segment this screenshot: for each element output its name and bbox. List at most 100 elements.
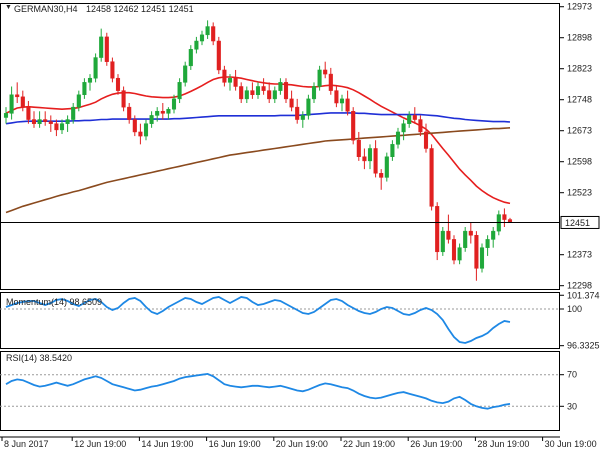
candle-body [502, 214, 507, 220]
last-price-box [560, 215, 600, 229]
candle-body [76, 94, 81, 108]
candle-body [295, 106, 300, 120]
indicator-tick-label: 70 [567, 370, 577, 380]
candle-body [59, 123, 65, 131]
momentum-line [5, 296, 511, 344]
candle-body [93, 57, 98, 79]
candle-body [132, 119, 137, 133]
candle-body [429, 148, 434, 207]
candle-body [362, 156, 367, 162]
price-tick-label: 12298 [567, 281, 592, 291]
price-tick-label: 12898 [567, 33, 592, 43]
candle-body [407, 115, 412, 124]
candle-body [300, 115, 305, 120]
rsi-line [5, 372, 511, 410]
candle-body [160, 111, 165, 114]
collapse-arrow-icon[interactable]: ▼ [5, 4, 12, 11]
candle-body [345, 98, 350, 112]
candle-body [227, 77, 233, 83]
indicator-tick-label: 101.374 [567, 290, 600, 300]
candle-body [446, 230, 451, 240]
candle-body [311, 86, 317, 100]
candle-body [37, 119, 42, 124]
price-tick-label: 12973 [567, 2, 592, 12]
candle-body [272, 90, 277, 100]
candle-body [491, 230, 496, 240]
candle-body [99, 36, 104, 58]
candle-body [418, 119, 423, 133]
candle-body [463, 230, 468, 248]
candle-body [317, 69, 322, 87]
candle-body [110, 61, 115, 79]
candle-body [283, 82, 289, 100]
price-tick-label: 12598 [567, 157, 592, 167]
time-tick-label: 20 Jun 19:00 [276, 439, 328, 449]
time-tick-label: 30 Jun 19:00 [545, 439, 597, 449]
candle-body [474, 235, 479, 269]
time-tick-label: 26 Jun 19:00 [410, 439, 462, 449]
candle-body [395, 131, 401, 145]
time-tick-label: 22 Jun 19:00 [343, 439, 395, 449]
candle-body [373, 148, 378, 174]
candle-body [15, 94, 20, 98]
candle-body [104, 36, 109, 62]
candle-body [166, 108, 171, 114]
candle-body [457, 247, 462, 261]
candle-body [26, 106, 31, 120]
candle-body [250, 90, 255, 96]
candle-body [239, 86, 244, 100]
candle-body [149, 115, 154, 124]
time-tick-label: 16 Jun 19:00 [209, 439, 261, 449]
candle-body [43, 119, 48, 122]
candle-body [9, 94, 14, 114]
candle-body [479, 247, 485, 269]
candle-body [82, 82, 87, 96]
candle-body [306, 98, 311, 116]
candle-body [183, 65, 188, 83]
price-tick-label: 12673 [567, 126, 592, 136]
candle-body [155, 111, 160, 116]
sma-mid-line [5, 112, 511, 125]
time-tick-label: 8 Jun 2017 [4, 439, 49, 449]
momentum-title: Momentum(14) 98.6509 [6, 297, 102, 307]
candle-body [451, 239, 457, 261]
candle-body [127, 106, 132, 120]
candle-body [54, 123, 59, 131]
price-tick-label: 12523 [567, 188, 592, 198]
rsi-title: RSI(14) 38.5420 [6, 353, 72, 363]
indicator-tick-label: 96.3325 [567, 341, 600, 351]
sma-slow-line [5, 127, 511, 214]
candle-body [48, 121, 53, 124]
candle-body [356, 139, 361, 157]
candle-body [138, 131, 143, 137]
candle-body [435, 206, 440, 253]
candle-body [115, 77, 121, 91]
candles [3, 20, 513, 281]
candle-body [278, 82, 283, 91]
candle-body [440, 230, 445, 253]
price-tick-label: 12823 [567, 64, 592, 74]
last-price-label: 12451 [565, 218, 590, 228]
candle-body [267, 90, 272, 100]
candle-body [194, 40, 199, 50]
candle-body [199, 34, 205, 42]
candle-body [289, 98, 294, 108]
candle-body [423, 131, 429, 149]
candle-body [171, 98, 177, 110]
candle-body [384, 156, 389, 178]
candle-body [65, 119, 70, 124]
time-tick-label: 14 Jun 19:00 [141, 439, 193, 449]
candle-body [351, 111, 356, 141]
candle-body [323, 69, 328, 75]
chart-ohlc: 12458 12462 12451 12451 [86, 4, 194, 14]
candle-body [367, 148, 373, 162]
time-axis: 8 Jun 2017 12 Jun 19:00 14 Jun 19:00 16 Jun… [1, 437, 597, 449]
candle-body [339, 98, 345, 104]
candle-body [244, 90, 249, 100]
price-axis: 12973 12898 12823 12748 12673 12598 12523 12373… [0, 2, 600, 291]
candle-body [20, 96, 25, 108]
chart-symbol: GERMAN30,H4 [14, 4, 78, 14]
candle-body [485, 239, 490, 248]
candle-body [31, 119, 37, 124]
